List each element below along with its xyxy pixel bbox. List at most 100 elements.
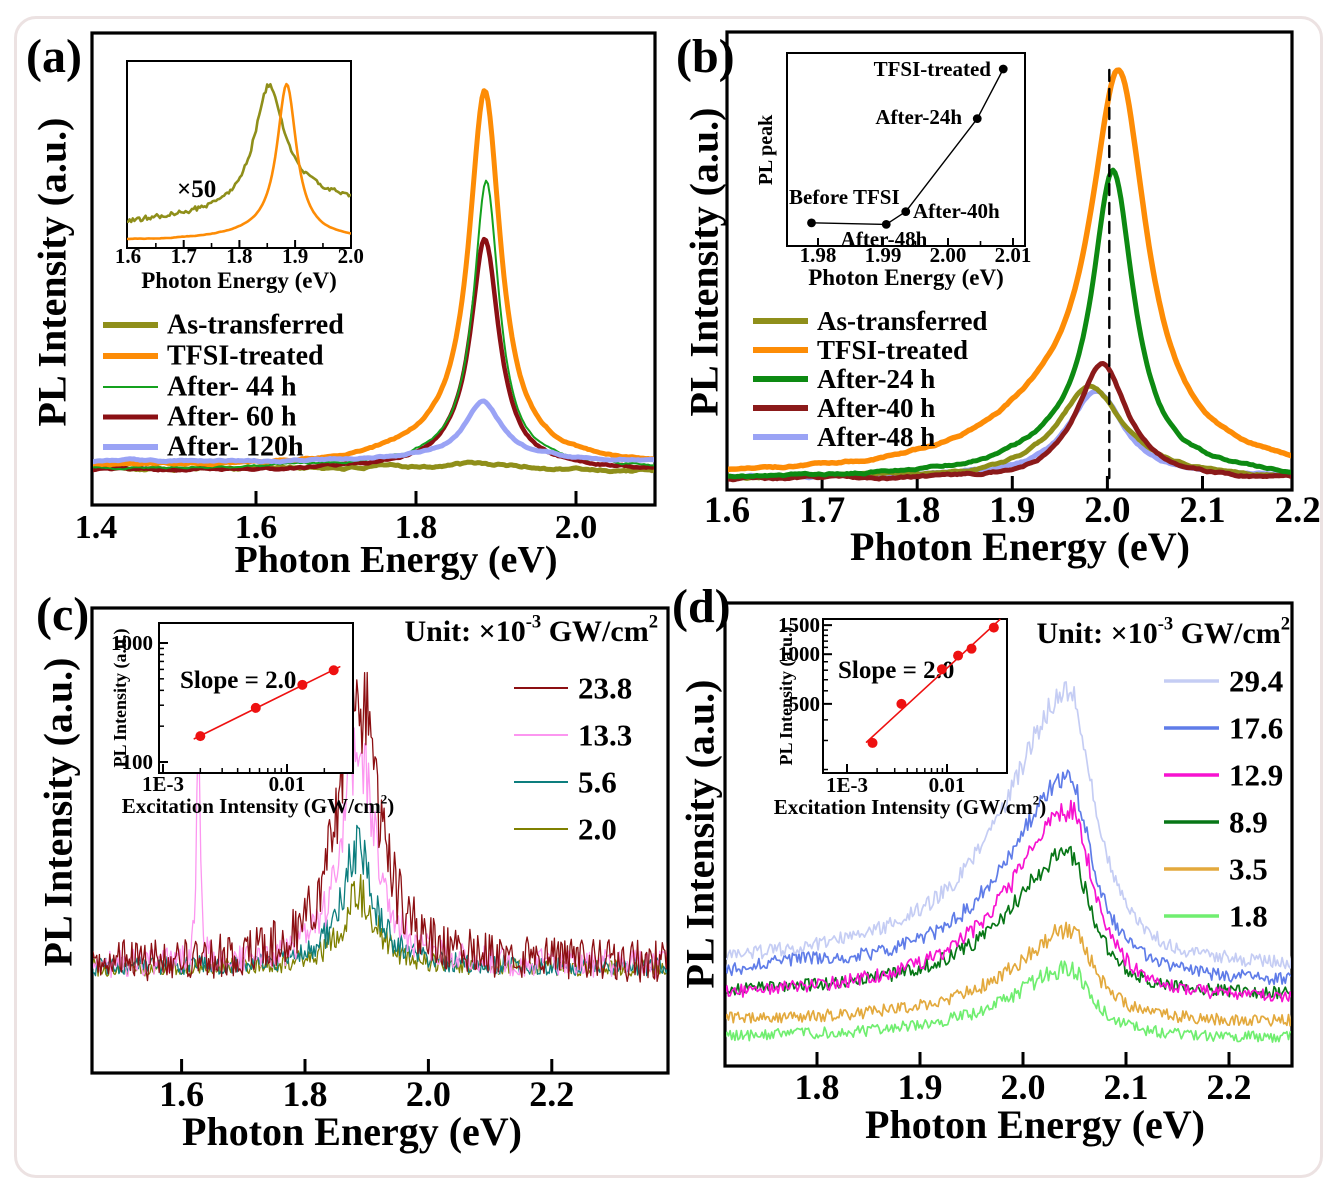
inset-slope-label: Slope = 2.0 [838, 657, 954, 684]
legend-label: 12.9 [1229, 758, 1283, 793]
legend: 23.8 13.3 5.6 2.0 [514, 671, 632, 847]
legend-label: TFSI-treated [167, 341, 324, 372]
legend-label: After- 60 h [167, 402, 297, 433]
inset-data-point [297, 679, 308, 690]
panel-b: 1.6 1.7 1.8 1.9 2.0 2.1 2.2 Photon Energy (eV) P… [676, 30, 1321, 569]
inset-y-tick-label: 100 [122, 750, 154, 774]
series-curve-tfsi-treated [93, 88, 654, 468]
x-tick-label: 2.1 [1104, 1067, 1149, 1107]
series-curve-12.9 [726, 799, 1291, 1003]
legend-label: After- 44 h [167, 372, 297, 403]
legend-label: 1.8 [1229, 899, 1268, 934]
legend-label: TFSI-treated [817, 335, 968, 365]
legend-label: 13.3 [578, 718, 632, 753]
x-tick-label: 2.0 [1084, 490, 1130, 531]
legend-label: 23.8 [578, 671, 632, 706]
inset-data-point [867, 737, 878, 748]
inset-point-label: Before TFSI [789, 185, 900, 209]
plot-frame [90, 606, 670, 1075]
panel-c-inset: 1E-3 0.01 100 1000 Excitation Intensity (GW/… [110, 622, 394, 818]
x-tick-label: 1.9 [898, 1067, 943, 1107]
x-tick-label: 2.1 [1179, 490, 1225, 531]
x-tick-label: 2.2 [1207, 1067, 1252, 1107]
y-axis-title: PL Intensity (a.u.) [682, 108, 727, 417]
inset-data-point [881, 219, 891, 229]
inset-point-label: After-24h [875, 105, 962, 129]
inset-data-point [972, 114, 982, 124]
inset-x-tick-label: 1.98 [800, 243, 837, 267]
inset-y-axis-title: PL peak [755, 114, 777, 185]
unit-annotation: Unit: ×10-3 GW/cm2 [1036, 614, 1290, 651]
inset-data-point [936, 664, 947, 675]
plot-frame [725, 30, 1294, 492]
inset-data-point [988, 622, 999, 633]
inset-frame [126, 60, 352, 249]
series-curve-after-120h [93, 398, 654, 465]
inset-y-tick-label: 1000 [778, 642, 820, 666]
inset-y-tick-label: 1000 [111, 631, 153, 655]
series-curve-1.8 [726, 960, 1291, 1043]
inset-x-axis-title: Photon Energy (eV) [808, 265, 1003, 290]
x-tick-label: 2.0 [555, 509, 598, 546]
x-tick-label: 2.0 [1001, 1067, 1046, 1107]
x-tick-label: 1.9 [989, 490, 1035, 531]
legend-label: After-40 h [817, 393, 935, 423]
y-axis-title: PL Intensity (a.u.) [678, 680, 723, 989]
legend: 29.4 17.6 12.9 8.9 3.5 1.8 [1164, 664, 1283, 934]
x-tick-label: 1.8 [283, 1074, 328, 1114]
x-tick-label: 1.8 [395, 509, 438, 546]
inset-frame [158, 622, 354, 774]
x-axis-title: Photon Energy (eV) [235, 539, 558, 581]
inset-x-tick-label: 1E-3 [826, 773, 868, 797]
inset-x-tick-label: 1.8 [226, 244, 252, 268]
inset-x-tick-label: 1.7 [171, 244, 197, 268]
panel-label: (a) [26, 30, 82, 83]
legend-label: After- 120h [167, 432, 304, 463]
inset-x-axis-title: Photon Energy (eV) [141, 268, 336, 293]
inset-y-axis-title: PL Intensity (a.u.) [110, 628, 131, 767]
inset-point-label: After-40h [913, 199, 1000, 223]
inset-scale-annotation: ×50 [177, 176, 216, 203]
inset-data-point [953, 650, 964, 661]
x-axis-title: Photon Energy (eV) [865, 1102, 1205, 1147]
plot-frame [723, 601, 1294, 1068]
series-curve-29.4 [726, 681, 1291, 970]
x-tick-label: 1.6 [235, 509, 278, 546]
x-tick-label: 1.7 [799, 490, 845, 531]
inset-data-point [901, 207, 911, 217]
inset-x-tick-label: 1.99 [865, 243, 902, 267]
x-tick-label: 1.8 [795, 1067, 840, 1107]
series-curve-13.3 [93, 727, 667, 979]
inset-x-tick-label: 2.01 [995, 243, 1032, 267]
inset-data-point [998, 64, 1008, 74]
legend-label: 2.0 [578, 812, 617, 847]
inset-data-point [328, 665, 339, 676]
x-tick-label: 2.2 [529, 1074, 574, 1114]
inset-data-point [966, 643, 977, 654]
inset-x-tick-label: 2.0 [338, 244, 364, 268]
inset-y-tick-label: 1500 [778, 613, 820, 637]
x-tick-label: 2.0 [406, 1074, 451, 1114]
inset-x-tick-label: 0.01 [269, 772, 306, 796]
inset-series-curve-as-transferred-50 [127, 83, 351, 224]
legend-label: 5.6 [578, 765, 617, 800]
panel-label: (d) [672, 580, 731, 633]
x-axis-title: Photon Energy (eV) [850, 524, 1190, 569]
inset-series-curve-tfsi-treated [127, 82, 351, 241]
x-tick-label: 1.6 [704, 490, 750, 531]
inset-data-point [896, 698, 907, 709]
plot-frame [90, 31, 657, 507]
legend-label: 3.5 [1229, 852, 1268, 887]
series-curve-17.6 [726, 769, 1291, 986]
legend-label: After-24 h [817, 364, 935, 394]
x-tick-label: 1.8 [894, 490, 940, 531]
inset-x-axis-title: Excitation Intensity (GW/cm2) [774, 793, 1047, 819]
inset-x-tick-label: 1.9 [282, 244, 308, 268]
inset-y-tick-label: 500 [789, 692, 821, 716]
panel-d-inset: 1E-3 0.01 500 1000 1500 Excitation Intensity … [774, 613, 1047, 819]
series-curve-after-40-h [728, 361, 1291, 483]
